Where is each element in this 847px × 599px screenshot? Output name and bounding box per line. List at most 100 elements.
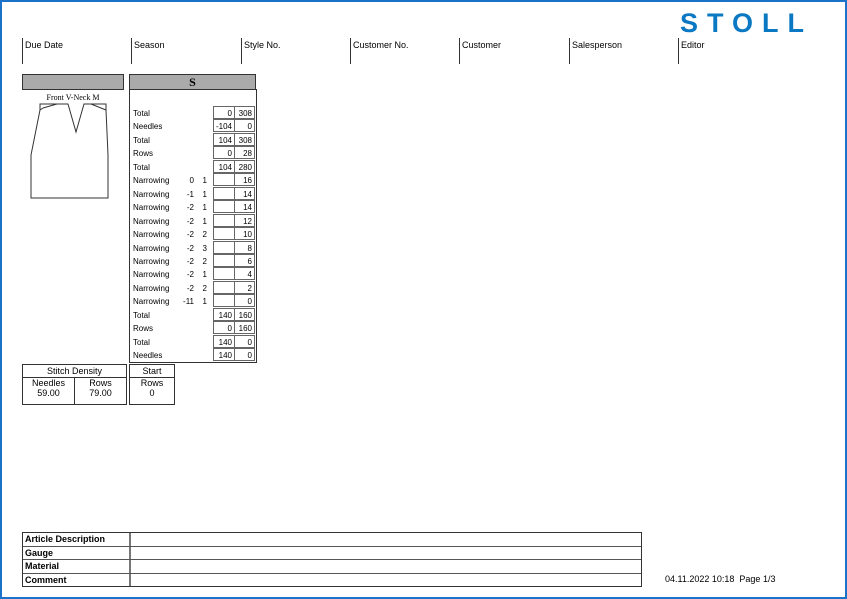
row-step: 0 [189,176,194,186]
row-value-2: 160 [234,307,255,321]
info-row: Gauge [23,546,641,561]
row-label: Needles [133,351,163,361]
start-title: Start [130,365,174,378]
table-row: Total 140 0 [133,334,255,349]
row-count: 2 [202,283,207,293]
row-label: Narrowing [133,297,170,307]
start-box: Start Rows 0 [129,364,175,405]
row-value-2: 0 [234,294,255,308]
row-label: Narrowing [133,256,170,266]
info-row: Material [23,560,641,574]
row-value-1: 0 [213,146,234,160]
table-row: Narrowing -2 3 8 [133,240,255,255]
row-value-2: 308 [234,132,255,146]
article-info-table: Article Description Gauge Material Comment [22,532,642,588]
row-value-1: 0 [213,106,234,119]
row-count: 3 [202,243,207,253]
row-value-1 [213,173,234,187]
table-row: Narrowing -2 1 12 [133,213,255,228]
row-label: Narrowing [133,189,170,199]
info-label: Material [25,561,60,572]
table-row: Needles 140 0 [133,348,255,362]
footer: 04.11.2022 10:18 Page 1/3 [665,574,775,584]
start-rows-label: Rows [140,378,164,388]
row-count: 2 [202,256,207,266]
row-value-2: 308 [234,106,255,119]
table-row: Narrowing -2 1 4 [133,267,255,281]
needles-label: Needles [31,378,66,388]
info-row: Comment [23,573,641,587]
row-value-1 [213,240,234,254]
info-label: Gauge [25,547,54,558]
row-value-2: 14 [234,186,255,200]
print-datetime: 04.11.2022 10:18 [665,574,735,584]
info-value [129,546,131,560]
row-value-1: 104 [213,132,234,146]
row-value-2: 28 [234,146,255,160]
row-count: 1 [202,189,207,199]
row-value-1: 140 [213,334,234,348]
row-value-2: 0 [234,119,255,133]
info-label: Comment [25,574,67,585]
row-label: Total [133,310,150,320]
stoll-logo: STOLL [680,8,814,38]
table-row: Narrowing -11 1 0 [133,294,255,308]
info-value [129,533,131,546]
row-value-2: 160 [234,321,255,335]
start-rows-value: 0 [149,388,155,398]
row-count: 1 [202,203,207,213]
info-value [129,560,131,573]
row-count: 1 [202,297,207,307]
table-row: Needles -104 0 [133,119,255,133]
row-label: Narrowing [133,176,170,186]
row-value-2: 0 [234,348,255,362]
row-label: Narrowing [133,230,170,240]
row-value-1 [213,200,234,214]
row-label: Needles [133,122,163,132]
row-step: -11 [183,297,194,307]
row-label: Narrowing [133,283,170,293]
row-step: -2 [186,230,194,240]
row-label: Total [133,162,150,172]
needles-value: 59.00 [37,388,60,398]
table-row: Narrowing 0 1 16 [133,173,255,187]
row-count: 1 [202,270,207,280]
table-row: Narrowing -2 2 10 [133,227,255,241]
stitch-density-box: Stitch Density Needles 59.00 Rows 79.00 [22,364,127,405]
row-label: Rows [133,149,154,159]
header-field-salesperson: Salesperson [569,38,622,64]
row-label: Rows [133,324,154,334]
table-row: Total 104 308 [133,132,255,147]
row-label: Narrowing [133,243,170,253]
row-value-2: 6 [234,253,255,267]
row-step: -2 [186,243,194,253]
row-value-1 [213,294,234,308]
row-step: -2 [186,216,194,226]
row-label: Total [133,135,150,145]
row-value-1 [213,280,234,294]
row-value-2: 0 [234,334,255,348]
row-value-1 [213,227,234,241]
row-value-2: 280 [234,159,255,173]
row-label: Total [133,337,150,347]
row-value-1 [213,186,234,200]
table-row: Total 0 308 [133,106,255,120]
header-field-customer: Customer [459,38,501,64]
table-row: Narrowing -2 2 6 [133,253,255,268]
row-value-2: 16 [234,173,255,187]
row-label: Narrowing [133,203,170,213]
garment-label: Front V-Neck M [46,93,100,102]
row-value-2: 12 [234,213,255,227]
row-value-1: 140 [213,307,234,321]
row-label: Narrowing [133,216,170,226]
row-count: 1 [202,216,207,226]
row-value-1: -104 [213,119,234,133]
row-value-1: 0 [213,321,234,335]
row-count: 2 [202,230,207,240]
row-value-1 [213,253,234,267]
header-field-due-date: Due Date [22,38,63,64]
header-field-style-no-: Style No. [241,38,281,64]
rows-label: Rows [89,378,112,388]
info-value [129,573,131,587]
